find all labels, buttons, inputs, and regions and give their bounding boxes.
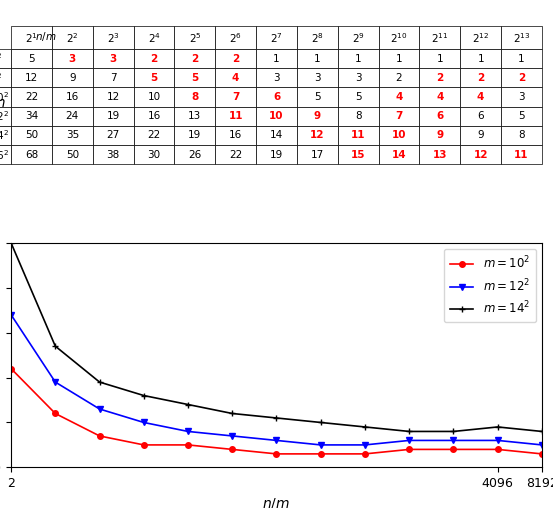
$m = 10^2$ bbox=[273, 451, 280, 457]
$m = 12^2$ bbox=[450, 437, 457, 443]
$m = 14^2$ bbox=[185, 401, 191, 407]
$m = 14^2$ bbox=[406, 428, 413, 434]
$m = 14^2$ bbox=[229, 410, 236, 417]
Legend: $m = 10^2$, $m = 12^2$, $m = 14^2$: $m = 10^2$, $m = 12^2$, $m = 14^2$ bbox=[444, 249, 536, 322]
$m = 12^2$ bbox=[406, 437, 413, 443]
$m = 14^2$ bbox=[52, 343, 59, 349]
Text: $m$: $m$ bbox=[0, 97, 6, 110]
Line: $m = 10^2$: $m = 10^2$ bbox=[8, 366, 545, 457]
$m = 12^2$ bbox=[8, 312, 14, 318]
$m = 12^2$ bbox=[494, 437, 501, 443]
$m = 10^2$ bbox=[229, 447, 236, 453]
$m = 10^2$ bbox=[140, 442, 147, 448]
$m = 14^2$ bbox=[273, 415, 280, 421]
Line: $m = 14^2$: $m = 14^2$ bbox=[8, 239, 545, 435]
$m = 14^2$ bbox=[8, 240, 14, 246]
$m = 12^2$ bbox=[96, 406, 103, 412]
$m = 12^2$ bbox=[317, 442, 324, 448]
$m = 14^2$ bbox=[96, 379, 103, 385]
$m = 10^2$ bbox=[406, 447, 413, 453]
$m = 12^2$ bbox=[140, 420, 147, 426]
$m = 10^2$ bbox=[494, 447, 501, 453]
$m = 10^2$ bbox=[317, 451, 324, 457]
$m = 10^2$ bbox=[52, 410, 59, 417]
$m = 14^2$ bbox=[362, 424, 368, 430]
$m = 14^2$ bbox=[140, 393, 147, 399]
X-axis label: $n/m$: $n/m$ bbox=[263, 496, 290, 508]
$m = 12^2$ bbox=[362, 442, 368, 448]
$m = 14^2$ bbox=[539, 428, 545, 434]
$m = 12^2$ bbox=[539, 442, 545, 448]
$m = 10^2$ bbox=[96, 433, 103, 439]
$m = 10^2$ bbox=[539, 451, 545, 457]
$m = 14^2$ bbox=[317, 420, 324, 426]
$m = 12^2$ bbox=[273, 437, 280, 443]
$m = 14^2$ bbox=[494, 424, 501, 430]
Text: $n/m$: $n/m$ bbox=[35, 29, 56, 43]
$m = 12^2$ bbox=[229, 433, 236, 439]
$m = 10^2$ bbox=[450, 447, 457, 453]
$m = 12^2$ bbox=[52, 379, 59, 385]
$m = 14^2$ bbox=[450, 428, 457, 434]
$m = 12^2$ bbox=[185, 428, 191, 434]
$m = 10^2$ bbox=[362, 451, 368, 457]
Line: $m = 12^2$: $m = 12^2$ bbox=[8, 311, 545, 449]
$m = 10^2$ bbox=[185, 442, 191, 448]
$m = 10^2$ bbox=[8, 366, 14, 372]
